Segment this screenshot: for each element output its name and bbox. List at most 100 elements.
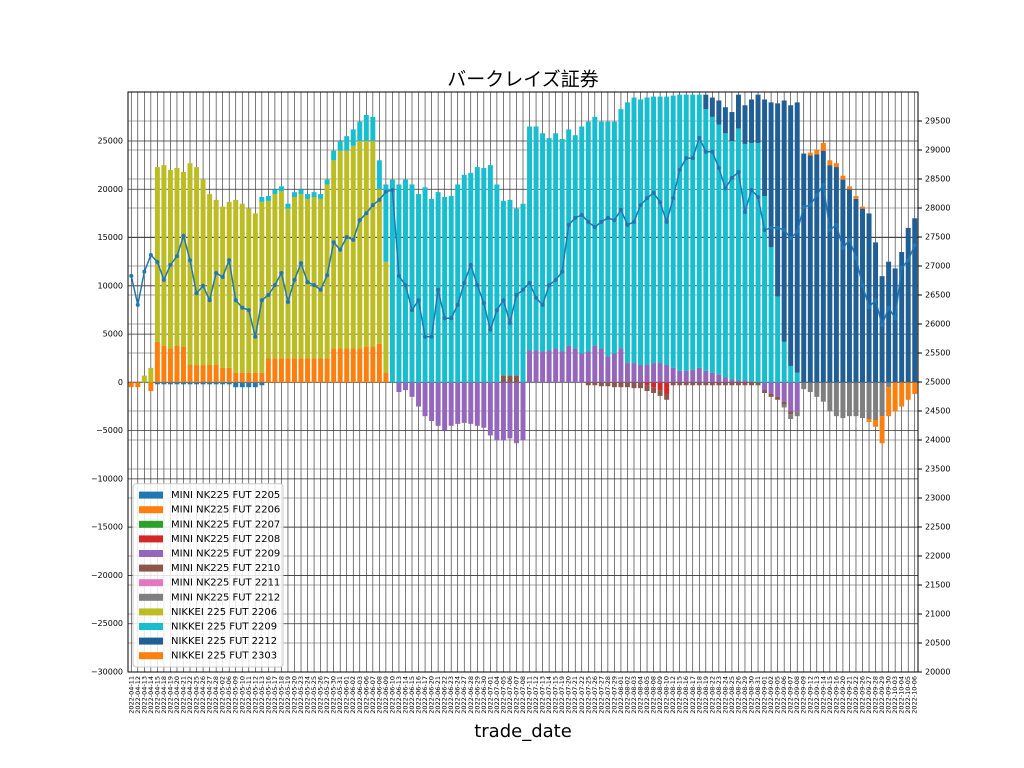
x-tick-label: 2022-07-27 [597, 676, 605, 714]
bar-segment [442, 382, 448, 431]
bar-segment [801, 153, 807, 383]
bar-segment [311, 358, 317, 383]
bar-segment [716, 100, 722, 125]
line-marker [501, 298, 506, 303]
legend-label: MINI NK225 FUT 2207 [171, 519, 280, 530]
line-marker [684, 156, 689, 161]
bar-segment [448, 382, 454, 426]
line-marker [494, 308, 499, 313]
line-marker [625, 222, 630, 227]
y2-tick-label: 28500 [925, 175, 950, 184]
line-marker [762, 228, 767, 233]
bar-segment [350, 348, 356, 383]
bar-segment [194, 364, 200, 383]
bar-segment [611, 121, 617, 354]
line-marker [736, 170, 741, 175]
bar-segment [762, 99, 768, 197]
bar-segment [788, 105, 794, 366]
line-marker [618, 207, 623, 212]
bar-segment [376, 160, 382, 190]
bar-segment [644, 97, 650, 365]
bar-segment [474, 167, 480, 383]
bar-segment [664, 96, 670, 365]
line-marker [729, 175, 734, 180]
y-tick-label: −10000 [91, 474, 123, 483]
bar-segment [742, 382, 748, 386]
bar-segment [298, 358, 304, 383]
bar-segment [638, 382, 644, 389]
x-tick-label: 2022-08-24 [721, 676, 729, 714]
line-marker [612, 218, 617, 223]
x-tick-label: 2022-07-07 [512, 676, 520, 714]
bar-segment [233, 199, 239, 373]
bar-segment [285, 203, 291, 209]
x-tick-label: 2022-08-31 [754, 676, 762, 714]
bar-segment [265, 358, 271, 383]
bar-segment [259, 372, 265, 383]
bar-segment [840, 179, 846, 383]
bar-segment [487, 382, 493, 436]
bar-segment [422, 187, 428, 383]
x-tick-label: 2022-06-30 [480, 676, 488, 714]
x-tick-label: 2022-10-03 [891, 676, 899, 714]
line-marker [566, 222, 571, 227]
bar-segment [305, 198, 311, 359]
bar-segment [579, 353, 585, 383]
y2-tick-label: 20500 [925, 639, 950, 648]
x-tick-label: 2022-06-24 [454, 676, 462, 714]
y2-tick-label: 25000 [925, 378, 950, 387]
bar-segment [181, 171, 186, 347]
bar-segment [344, 136, 350, 151]
line-marker [429, 334, 434, 339]
bar-segment [402, 382, 408, 391]
x-tick-label: 2022-05-27 [323, 676, 331, 714]
bar-segment [435, 192, 441, 383]
line-marker [344, 235, 349, 239]
bar-segment [729, 141, 735, 380]
bar-segment [239, 372, 245, 383]
bar-segment [866, 419, 872, 422]
line-marker [912, 243, 917, 248]
bar-segment [644, 385, 650, 392]
bar-segment [696, 94, 702, 368]
bar-segment [644, 382, 650, 386]
line-marker [808, 203, 813, 208]
y2-tick-label: 28000 [925, 204, 950, 213]
x-tick-label: 2022-07-01 [486, 676, 494, 714]
bar-segment [807, 155, 813, 383]
x-tick-label: 2022-06-09 [382, 676, 390, 714]
x-tick-label: 2022-06-28 [467, 676, 475, 714]
line-marker [351, 237, 356, 242]
bar-segment [677, 94, 683, 371]
line-marker [364, 211, 369, 216]
bar-segment [722, 382, 728, 386]
bar-segment [350, 145, 356, 349]
bar-segment [592, 382, 598, 386]
bar-segment [363, 346, 369, 383]
x-tick-label: 2022-08-02 [623, 676, 631, 714]
bar-segment [598, 121, 604, 349]
line-marker [899, 265, 904, 270]
bar-segment [370, 116, 376, 142]
line-marker [697, 135, 702, 140]
bar-segment [722, 133, 728, 378]
y-tick-label: 25000 [98, 137, 123, 146]
bar-segment [298, 189, 304, 195]
line-marker [161, 277, 166, 282]
x-tick-label: 2022-08-10 [663, 676, 671, 714]
bar-segment [572, 135, 578, 349]
bar-segment [690, 369, 696, 383]
bar-segment [481, 168, 487, 383]
bar-segment [860, 206, 865, 209]
bar-segment [161, 345, 167, 383]
bar-segment [481, 382, 487, 428]
line-marker [873, 298, 878, 303]
x-tick-label: 2022-07-21 [571, 676, 579, 714]
bar-segment [167, 382, 173, 385]
line-marker [370, 203, 375, 208]
line-marker [788, 236, 793, 241]
y-tick-label: 15000 [98, 233, 123, 242]
x-tick-label: 2022-09-05 [774, 676, 782, 714]
bar-segment [337, 141, 343, 151]
bar-segment [455, 184, 461, 383]
